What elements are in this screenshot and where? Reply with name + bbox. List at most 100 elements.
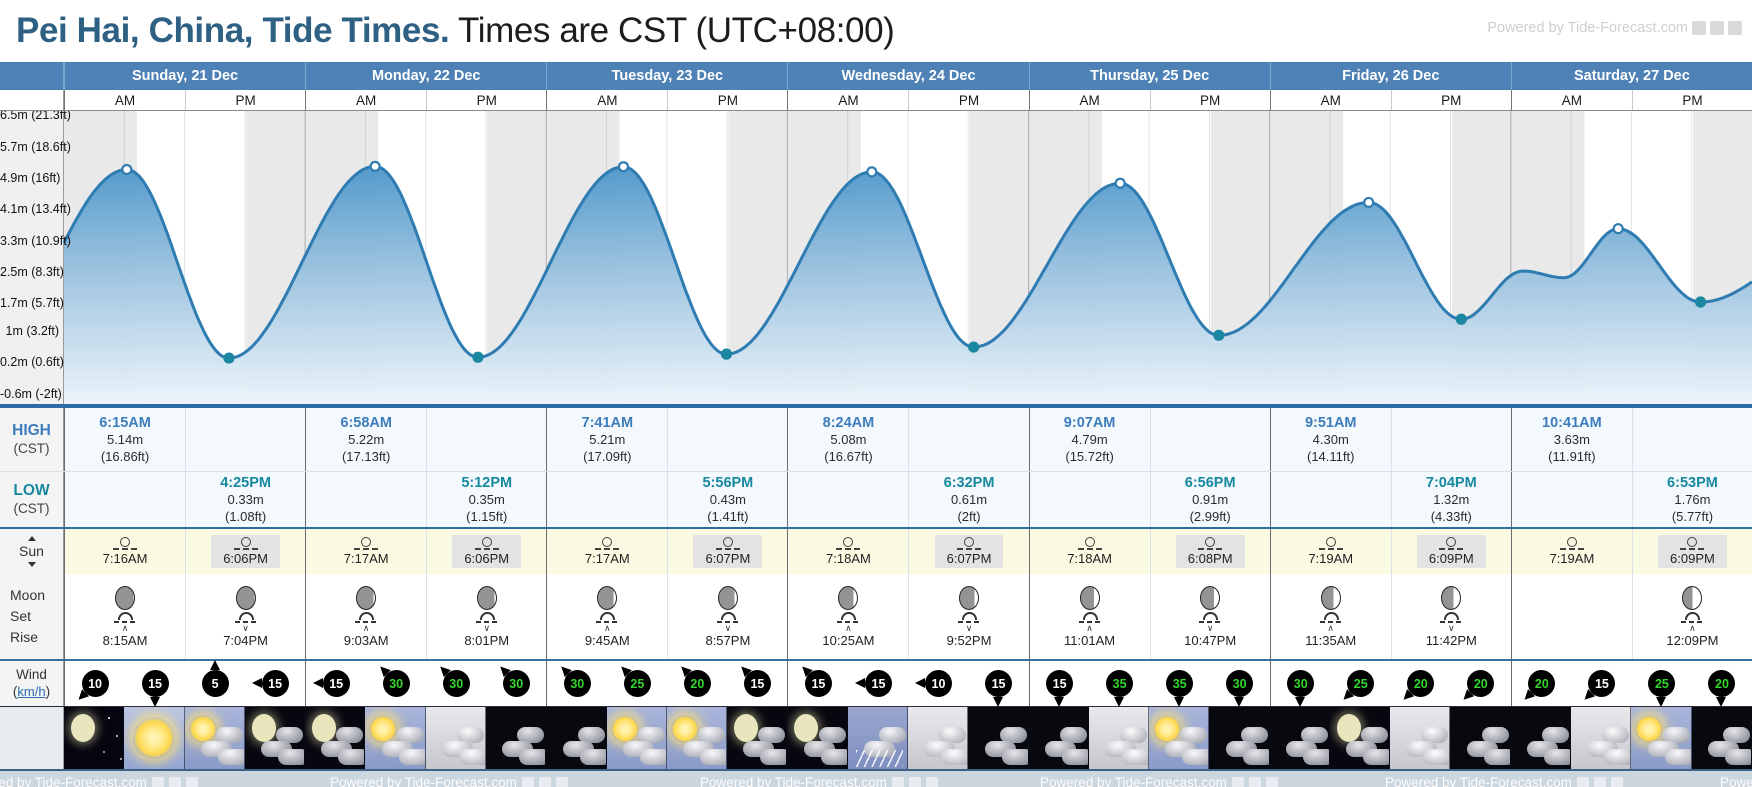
cloud-glyph [637,727,665,743]
wind-speed-value: 15 [804,670,832,697]
weather-icon-moon-cloud [1329,707,1391,769]
am-label: AM [1320,92,1341,108]
app-badge-icon[interactable] [1692,21,1706,35]
sun-label: Sun [19,543,44,560]
app-badge-icon[interactable] [1248,776,1261,787]
footer-watermark[interactable]: Powered by Tide-Forecast.com [330,775,568,787]
weather-icon-overcast [1571,707,1632,769]
weather-icon-moon-cloud [244,707,306,769]
wind-slot: 25 [1632,661,1692,706]
high-tide-cell: 9:51AM 4.30m (14.11ft) [1269,408,1511,471]
footer-watermark[interactable]: Powered by Tide-Forecast.com [700,775,938,787]
app-badge-icon[interactable] [168,776,181,787]
low-row-label: LOW (CST) [0,472,64,527]
app-badge-icon[interactable] [1710,21,1724,35]
wind-speed-value: 10 [81,670,109,697]
weather-icon-dark-cloud [546,707,607,769]
sunrise-icon [354,537,379,550]
cloud-glyph [215,727,243,743]
cloud-glyph [519,749,546,765]
wind-speed-value: 30 [1287,670,1315,697]
wind-badge: 35 [1158,662,1201,705]
app-badge-icon[interactable] [151,776,164,787]
wind-badge: 5 [194,660,237,705]
footer-watermark-text[interactable]: Powered by Tide-Forecast.com [1720,775,1752,787]
collapse-up-icon[interactable] [27,536,36,542]
high-tide-ft: (16.86ft) [100,448,150,464]
sunrise-time: 7:18AM [826,551,871,566]
low-am-half [1030,472,1150,527]
footer-watermark-text[interactable]: Powered by Tide-Forecast.com [1040,775,1227,787]
footer-watermark[interactable]: Powered by Tide-Forecast.com [1040,775,1278,787]
moon-set-time: 9:03AM [343,632,389,648]
powered-by-text[interactable]: Powered by Tide-Forecast.com [1487,20,1688,36]
sun-row-toggle[interactable]: Sun [0,529,64,574]
app-badge-icon[interactable] [521,776,534,787]
moon-phase-icon [1200,585,1221,610]
high-tide-value: 8:24AM 5.08m (16.67ft) [823,414,875,465]
footer-watermark-text[interactable]: Powered by Tide-Forecast.com [700,775,887,787]
weather-icon-moon-cloud [727,707,788,769]
cloud-glyph [1302,749,1329,765]
app-badge-icon[interactable] [538,776,551,787]
sunset-icon [715,537,740,550]
app-badge-icon[interactable] [1728,21,1742,35]
high-pm-half [1149,408,1270,471]
moon-entry: ∧ 12:09PM [1666,585,1718,648]
footer-bar: Powered by Tide-Forecast.com Powered by T… [0,769,1752,787]
footer-watermark-text[interactable]: Powered by Tide-Forecast.com [1385,775,1572,787]
moon-phase-icon [235,585,256,610]
sunset-time: 6:07PM [705,551,751,566]
wind-speed-value: 10 [925,670,952,697]
cloud-glyph [458,749,485,765]
cloud-glyph [217,749,244,765]
high-tide-cell: 9:07AM 4.79m (15.72ft) [1028,408,1270,471]
powered-by-watermark[interactable]: Powered by Tide-Forecast.com [1487,20,1742,36]
app-badge-icon[interactable] [925,776,938,787]
collapse-down-icon[interactable] [27,561,36,567]
footer-watermark-text[interactable]: Powered by Tide-Forecast.com [330,775,517,787]
app-badge-icon[interactable] [891,776,904,787]
tide-extreme-marker [866,166,878,178]
app-badge-icon[interactable] [1576,776,1589,787]
moonset-icon [1319,611,1342,623]
app-badge-icon[interactable] [1610,776,1623,787]
moon-phase-icon [356,585,377,610]
app-badge-icon[interactable] [908,776,921,787]
moonset-icon [355,611,378,623]
moonset-icon [596,611,619,623]
moonrise-icon [234,611,257,623]
footer-watermark[interactable]: Powered by Tide-Forecast.com [1385,775,1623,787]
app-badge-icon[interactable] [1593,776,1606,787]
footer-watermark[interactable]: Powered by Tide-Forecast.com [1720,775,1752,787]
weather-icon-dark-cloud [1510,707,1572,769]
moon-rise-chevron-icon: ∨ [242,622,249,633]
app-badge-icon[interactable] [555,776,568,787]
app-badge-icon[interactable] [185,776,198,787]
wind-cell: 30 25 20 15 [546,661,787,706]
wind-row: Wind (km/h) 10 15 5 15 15 30 30 30 30 25 20 15 15 15 1… [0,659,1752,706]
moon-set-chevron-icon: ∧ [121,622,129,633]
low-tide-value: 6:32PM 0.61m (2ft) [944,474,995,525]
sun-cell: 7:17AM 6:06PM [305,529,546,574]
wind-badge: 30 [375,662,418,705]
app-badge-icon[interactable] [1265,776,1278,787]
cloud-glyph [1602,727,1630,743]
wind-unit-link[interactable]: km/h [17,683,46,699]
app-badge-icon[interactable] [1231,776,1244,787]
moonset-icon [1078,611,1101,623]
wind-speed-value: 15 [743,670,771,697]
footer-watermark-text[interactable]: Powered by Tide-Forecast.com [0,775,147,787]
sunset-time: 6:07PM [946,551,992,566]
footer-watermark[interactable]: Powered by Tide-Forecast.com [0,775,198,787]
sunrise-half: 7:18AM [788,529,908,574]
sunset-entry: 6:06PM [211,535,280,568]
moon-am-half: ∧ 9:45AM [547,574,667,659]
wind-row-label: Wind (km/h) [0,661,64,706]
title-bar: Pei Hai, China, Tide Times. Times are CS… [0,0,1752,62]
high-tide-ft: (11.91ft) [1548,448,1596,464]
day-header-cell: Sunday, 21 Dec [64,62,305,90]
sun-cell: 7:19AM 6:09PM [1510,529,1752,574]
low-tide-m: 0.43m [709,492,746,508]
